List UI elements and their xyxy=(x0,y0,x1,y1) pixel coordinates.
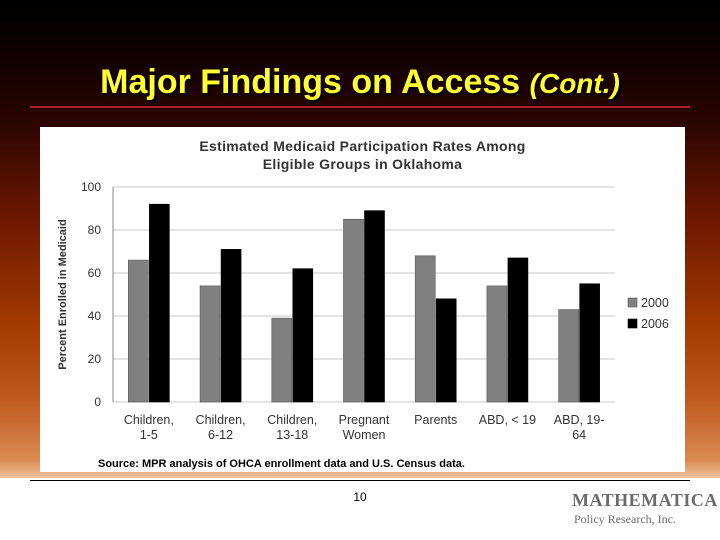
y-tick-label: 100 xyxy=(81,180,101,194)
y-tick-label: 0 xyxy=(94,395,101,409)
chart-panel: Estimated Medicaid Participation Rates A… xyxy=(40,127,685,472)
bar-2000 xyxy=(486,285,508,403)
x-tick-label: Children, xyxy=(267,413,317,427)
y-tick-label: 80 xyxy=(88,223,102,237)
chart-title-line-1: Estimated Medicaid Participation Rates A… xyxy=(199,138,526,154)
legend-label-2006: 2006 xyxy=(641,317,669,331)
bar-2006 xyxy=(149,203,170,403)
y-tick-label: 60 xyxy=(88,266,102,280)
legend-label-2000: 2000 xyxy=(641,296,669,310)
legend-swatch-2000 xyxy=(627,297,638,308)
bar-2006 xyxy=(292,268,314,403)
x-tick-label: 6-12 xyxy=(208,428,233,442)
footer-divider xyxy=(30,480,690,481)
page-number: 10 xyxy=(353,490,367,504)
slide-title: Major Findings on Access (Cont.) xyxy=(0,60,720,106)
bar-2000 xyxy=(558,309,579,403)
slide-footer-area xyxy=(0,478,720,540)
bar-2000 xyxy=(343,218,364,403)
x-tick-label: 13-18 xyxy=(276,428,308,442)
y-tick-label: 40 xyxy=(88,309,102,323)
x-tick-label: Parents xyxy=(414,413,457,427)
bar-2000 xyxy=(199,285,221,403)
bar-2006 xyxy=(435,298,457,403)
slide-title-suffix: (Cont.) xyxy=(529,68,620,99)
bar-2006 xyxy=(364,210,385,403)
bar-2006 xyxy=(579,283,600,403)
y-tick-label: 20 xyxy=(88,352,102,366)
x-tick-label: Children, xyxy=(124,413,174,427)
bar-2006 xyxy=(507,257,529,403)
logo-tagline: Policy Research, Inc. xyxy=(574,512,676,526)
y-axis-label: Percent Enrolled in Medicaid xyxy=(57,219,69,369)
bar-2000 xyxy=(414,255,436,403)
x-tick-label: ABD, 19- xyxy=(554,413,605,427)
title-divider xyxy=(30,106,690,108)
x-tick-label: Children, xyxy=(196,413,246,427)
bar-chart: 0 20 40 60 80 100 Percent Enrolled in Medicaid… xyxy=(57,180,669,442)
x-tick-label: ABD, < 19 xyxy=(479,413,536,427)
x-tick-label: 1-5 xyxy=(140,428,158,442)
x-tick-label: Women xyxy=(343,428,386,442)
bar-2000 xyxy=(128,259,149,403)
source-note: Source: MPR analysis of OHCA enrollment … xyxy=(98,458,465,470)
legend-swatch-2006 xyxy=(627,318,638,329)
bar-2006 xyxy=(220,249,242,403)
logo-wordmark: MATHEMATICA xyxy=(572,490,718,510)
x-tick-label: 64 xyxy=(572,428,586,442)
chart-title: Estimated Medicaid Participation Rates A… xyxy=(40,137,685,173)
slide-title-text: Major Findings on Access xyxy=(100,63,521,101)
chart-title-line-2: Eligible Groups in Oklahoma xyxy=(262,156,463,172)
bar-2000 xyxy=(271,317,293,403)
x-tick-label: Pregnant xyxy=(339,413,390,427)
